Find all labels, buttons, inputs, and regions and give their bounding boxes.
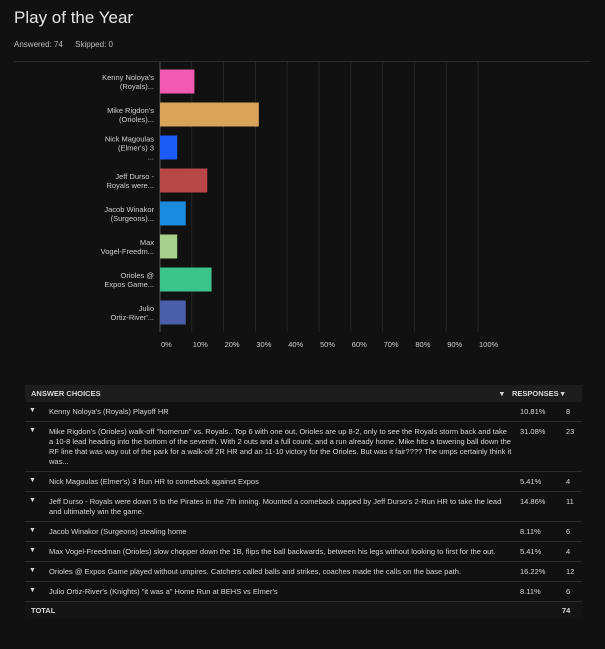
table-row[interactable]: ▼ Nick Magoulas (Elmer's) 3 Run HR to com… [25,472,582,492]
sort-caret-icon[interactable]: ▾ [500,389,504,398]
table-row[interactable]: ▼ Max Vogel-Freedman (Orioles) slow chopp… [25,542,582,562]
category-label: Jeff Durso -Royals were... [106,172,154,190]
response-count: 4 [566,547,571,556]
response-percent: 16.22% [520,567,546,576]
expand-caret-icon[interactable]: ▼ [29,407,36,414]
total-value: 74 [562,606,571,615]
bar [160,201,186,226]
expand-caret-icon[interactable]: ▼ [29,477,36,484]
table-row[interactable]: ▼ Orioles @ Expos Game played without ump… [25,562,582,582]
tick-label: 80% [415,340,430,349]
category-label: Orioles @ Expos Game... [104,271,154,289]
bar-chart: Kenny Noloya's (Royals)... Mike Rigdon's (O… [101,62,499,349]
tick-label: 0% [161,340,172,349]
total-row: TOTAL 74 [25,602,582,619]
answer-choice-text: Mike Rigdon's (Orioles) walk-off "homeru… [49,427,512,466]
tick-label: 90% [447,340,462,349]
tick-label: 50% [320,340,335,349]
response-count: 11 [566,497,574,506]
response-percent: 10.81% [520,407,546,416]
response-count: 23 [566,427,575,436]
table-header: ANSWER CHOICES ▾ RESPONSES ▾ [25,385,582,402]
bar [160,234,178,259]
expand-caret-icon[interactable]: ▼ [29,567,36,574]
expand-caret-icon[interactable]: ▼ [29,427,36,434]
answer-choice-text: Orioles @ Expos Game played without umpi… [49,567,461,576]
bar [160,135,178,160]
table-row[interactable]: ▼ Julio Ortiz-River's (Knights) "it was a… [25,582,582,602]
category-label: Mike Rigdon's (Orioles)... [107,106,154,124]
table-body: ▼ Kenny Noloya's (Royals) Playoff HR 10.81… [25,402,582,602]
answered-count: Answered: 74 [14,40,63,49]
category-label: Julio Ortiz-River'... [110,304,154,322]
header-answer-choices: ANSWER CHOICES [31,389,101,398]
response-count: 4 [566,477,571,486]
header-responses[interactable]: RESPONSES ▾ [512,389,565,398]
expand-caret-icon[interactable]: ▼ [29,547,36,554]
bar [160,69,195,94]
response-percent: 31.08% [520,427,546,436]
table-row[interactable]: ▼ Kenny Noloya's (Royals) Playoff HR 10.81… [25,402,582,422]
table-row[interactable]: ▼ Jacob Winakor (Surgeons) stealing home 8… [25,522,582,542]
bar [160,300,186,325]
category-label: Jacob Winakor (Surgeons)... [104,205,154,223]
tick-label: 70% [384,340,399,349]
tick-label: 40% [288,340,303,349]
page-title: Play of the Year [14,8,134,27]
response-percent: 5.41% [520,477,542,486]
tick-label: 30% [256,340,271,349]
bar [160,267,212,292]
answer-choice-text: Julio Ortiz-River's (Knights) "it was a"… [49,587,278,596]
skipped-count: Skipped: 0 [75,40,113,49]
category-label: Nick Magoulas (Elmer's) 3... [105,135,154,162]
table-row[interactable]: ▼ Jeff Durso - Royals were down 5 to the … [25,492,582,522]
response-percent: 5.41% [520,547,542,556]
tick-label: 60% [352,340,367,349]
response-count: 6 [566,587,571,596]
total-label: TOTAL [31,606,56,615]
sort-caret-icon: ▾ [560,389,565,398]
category-label: Max Vogel-Freedm... [101,238,155,256]
answer-choice-text: Kenny Noloya's (Royals) Playoff HR [49,407,169,416]
expand-caret-icon[interactable]: ▼ [29,527,36,534]
answer-choice-text: Jeff Durso - Royals were down 5 to the P… [49,497,502,516]
category-label: Kenny Noloya's (Royals)... [102,73,154,91]
bar [160,168,208,193]
response-percent: 8.11% [520,587,541,596]
response-count: 8 [566,407,571,416]
title-divider [14,61,591,62]
expand-caret-icon[interactable]: ▼ [29,497,36,504]
response-count: 6 [566,527,571,536]
bar [160,102,259,127]
tick-label: 100% [479,340,499,349]
answer-choice-text: Nick Magoulas (Elmer's) 3 Run HR to come… [49,477,259,486]
responses-table: ANSWER CHOICES ▾ RESPONSES ▾ ▼ Kenny Nolo… [25,385,582,619]
answer-choice-text: Jacob Winakor (Surgeons) stealing home [49,527,187,536]
tick-label: 20% [225,340,240,349]
table-row[interactable]: ▼ Mike Rigdon's (Orioles) walk-off "homer… [25,422,582,472]
response-count: 12 [566,567,575,576]
expand-caret-icon[interactable]: ▼ [29,587,36,594]
response-percent: 14.86% [520,497,546,506]
response-percent: 8.11% [520,527,541,536]
survey-stats: Answered: 74 Skipped: 0 [14,40,113,49]
answer-choice-text: Max Vogel-Freedman (Orioles) slow choppe… [49,547,496,556]
tick-label: 10% [193,340,208,349]
